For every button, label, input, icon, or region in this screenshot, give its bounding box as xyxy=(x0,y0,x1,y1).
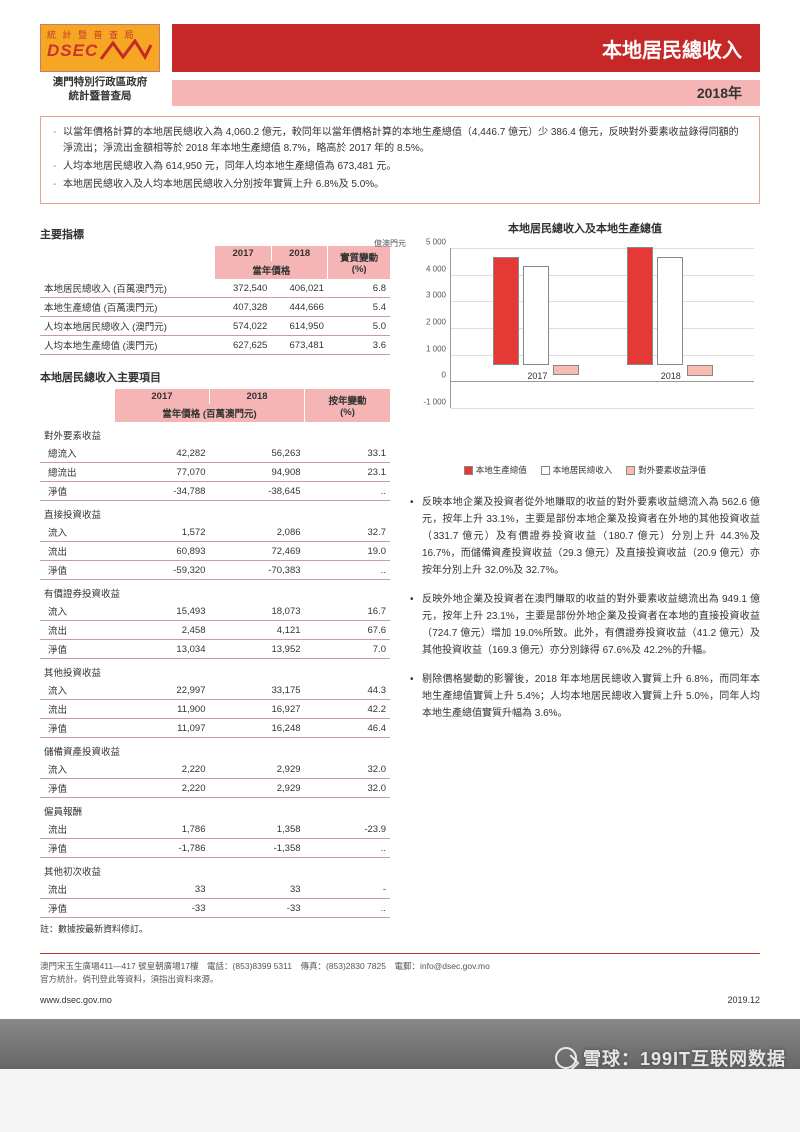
table-row: 流入2,2202,92932.0 xyxy=(40,760,390,779)
table-row: 淨值13,03413,9527.0 xyxy=(40,640,390,659)
header: 統 計 暨 普 查 局 DSEC 澳門特別行政區政府 統計暨普查局 本地居民總收… xyxy=(40,24,760,106)
y-tick-label: 4 000 xyxy=(426,264,446,273)
table-row: 本地生產總值 (百萬澳門元)407,328444,6665.4 xyxy=(40,298,390,317)
table-row: 流出60,89372,46919.0 xyxy=(40,542,390,561)
table-group: 對外要素收益 xyxy=(40,422,390,444)
document-title: 本地居民總收入 xyxy=(172,24,760,72)
table-row: 總流入42,28256,26333.1 xyxy=(40,444,390,463)
logo-zigzag-icon xyxy=(99,39,153,63)
table-row: 人均本地居民總收入 (澳門元)574,022614,9505.0 xyxy=(40,317,390,336)
year-label: 2018年 xyxy=(172,80,760,106)
table-row: 淨值11,09716,24846.4 xyxy=(40,719,390,738)
chart-bar xyxy=(523,266,549,365)
y-axis-unit: 億澳門元 xyxy=(374,238,406,249)
table-row: 淨值2,2202,92932.0 xyxy=(40,779,390,798)
org-line2: 統計暨普查局 xyxy=(40,90,160,104)
key-indicators-table: 20172018實質變動 (%)當年價格本地居民總收入 (百萬澳門元)372,5… xyxy=(40,246,390,355)
table-group: 僱員報酬 xyxy=(40,798,390,821)
title-block: 本地居民總收入 2018年 xyxy=(172,24,760,106)
table-row: 淨值-1,786-1,358.. xyxy=(40,839,390,858)
table-row: 總流出77,07094,90823.1 xyxy=(40,463,390,482)
table-group: 直接投資收益 xyxy=(40,501,390,524)
watermark: 雪球：199IT互联网数据 xyxy=(555,1045,786,1071)
table-row: 人均本地生產總值 (澳門元)627,625673,4813.6 xyxy=(40,336,390,355)
table-row: 流出3333- xyxy=(40,880,390,899)
table-group: 儲備資產投資收益 xyxy=(40,738,390,761)
x-axis-label: 2018 xyxy=(621,371,721,381)
table-row: 淨值-33-33.. xyxy=(40,899,390,918)
y-tick-label: 1 000 xyxy=(426,344,446,353)
footer-address: 澳門宋玉生廣場411—417 號皇朝廣場17樓 電話：(853)8399 531… xyxy=(40,960,760,973)
dsec-logo: 統 計 暨 普 查 局 DSEC xyxy=(40,24,160,72)
chart-bar xyxy=(627,247,653,366)
organization-name: 澳門特別行政區政府 統計暨普查局 xyxy=(40,76,160,103)
table-row: 流入15,49318,07316.7 xyxy=(40,602,390,621)
table-row: 淨值-34,788-38,645.. xyxy=(40,482,390,501)
table-row: 流出2,4584,12167.6 xyxy=(40,621,390,640)
main-content: 主要指標 20172018實質變動 (%)當年價格本地居民總收入 (百萬澳門元)… xyxy=(40,220,760,935)
y-tick-label: 2 000 xyxy=(426,318,446,327)
y-tick-label: 0 xyxy=(442,371,446,380)
table-row: 淨值-59,320-70,383.. xyxy=(40,561,390,580)
table-row: 流出11,90016,92742.2 xyxy=(40,700,390,719)
plot-area: 2017 2018 xyxy=(450,248,754,408)
footer-url: www.dsec.gov.mo xyxy=(40,994,112,1008)
table-row: 流入1,5722,08632.7 xyxy=(40,523,390,542)
footer-address2: 官方統計。倘刊登此等資料，須指出資料來源。 xyxy=(40,973,760,986)
y-tick-label: -1 000 xyxy=(423,398,446,407)
bar-chart: 億澳門元20172018-1 00001 0002 0003 0004 0005… xyxy=(410,242,760,442)
chart-bar xyxy=(493,257,519,366)
table-row: 流入22,99733,17544.3 xyxy=(40,681,390,700)
watermark-text: 雪球：199IT互联网数据 xyxy=(583,1045,786,1071)
table2-note: 註：數據按最新資料修訂。 xyxy=(40,922,390,935)
table-row: 本地居民總收入 (百萬澳門元)372,540406,0216.8 xyxy=(40,279,390,298)
components-table: 20172018按年變動 (%)當年價格 (百萬澳門元)對外要素收益總流入42,… xyxy=(40,389,390,918)
footer: 澳門宋玉生廣場411—417 號皇朝廣場17樓 電話：(853)8399 531… xyxy=(40,953,760,1007)
legend-item: 本地生產總值 xyxy=(464,464,527,476)
y-tick-label: 5 000 xyxy=(426,238,446,247)
x-axis-label: 2017 xyxy=(487,371,587,381)
summary-item: 本地居民總收入及人均本地居民總收入分別按年實質上升 6.8%及 5.0%。 xyxy=(53,177,747,193)
analysis-bullets: 反映本地企業及投資者從外地賺取的收益的對外要素收益總流入為 562.6 億元，按… xyxy=(410,494,760,722)
analysis-item: 剔除價格變動的影響後，2018 年本地居民總收入實質上升 6.8%，而同年本地生… xyxy=(410,671,760,722)
right-column: 本地居民總收入及本地生產總值 億澳門元20172018-1 00001 0002… xyxy=(410,220,760,935)
table-group: 其他投資收益 xyxy=(40,659,390,682)
legend-item: 對外要素收益淨值 xyxy=(626,464,706,476)
chart-title: 本地居民總收入及本地生產總值 xyxy=(410,220,760,236)
table-group: 其他初次收益 xyxy=(40,858,390,881)
summary-item: 以當年價格計算的本地居民總收入為 4,060.2 億元，較同年以當年價格計算的本… xyxy=(53,125,747,157)
analysis-item: 反映外地企業及投資者在澳門賺取的收益的對外要素收益總流出為 949.1 億元，按… xyxy=(410,591,760,659)
logo-block: 統 計 暨 普 查 局 DSEC 澳門特別行政區政府 統計暨普查局 xyxy=(40,24,160,106)
chart-bar xyxy=(657,257,683,365)
footer-date: 2019.12 xyxy=(727,994,760,1008)
table-group: 有價證券投資收益 xyxy=(40,580,390,603)
chart-legend: 本地生產總值 本地居民總收入 對外要素收益淨值 xyxy=(410,464,760,476)
watermark-icon xyxy=(555,1047,577,1069)
org-line1: 澳門特別行政區政府 xyxy=(40,76,160,90)
document-page: 統 計 暨 普 查 局 DSEC 澳門特別行政區政府 統計暨普查局 本地居民總收… xyxy=(0,0,800,1019)
table1-title: 主要指標 xyxy=(40,226,390,242)
table-row: 流出1,7861,358-23.9 xyxy=(40,820,390,839)
summary-box: 以當年價格計算的本地居民總收入為 4,060.2 億元，較同年以當年價格計算的本… xyxy=(40,116,760,204)
summary-item: 人均本地居民總收入為 614,950 元，同年人均本地生產總值為 673,481… xyxy=(53,159,747,175)
y-tick-label: 3 000 xyxy=(426,291,446,300)
source-strip: 雪球：199IT互联网数据 xyxy=(0,1019,800,1069)
table2-title: 本地居民總收入主要項目 xyxy=(40,369,390,385)
legend-item: 本地居民總收入 xyxy=(541,464,613,476)
left-column: 主要指標 20172018實質變動 (%)當年價格本地居民總收入 (百萬澳門元)… xyxy=(40,220,390,935)
analysis-item: 反映本地企業及投資者從外地賺取的收益的對外要素收益總流入為 562.6 億元，按… xyxy=(410,494,760,579)
